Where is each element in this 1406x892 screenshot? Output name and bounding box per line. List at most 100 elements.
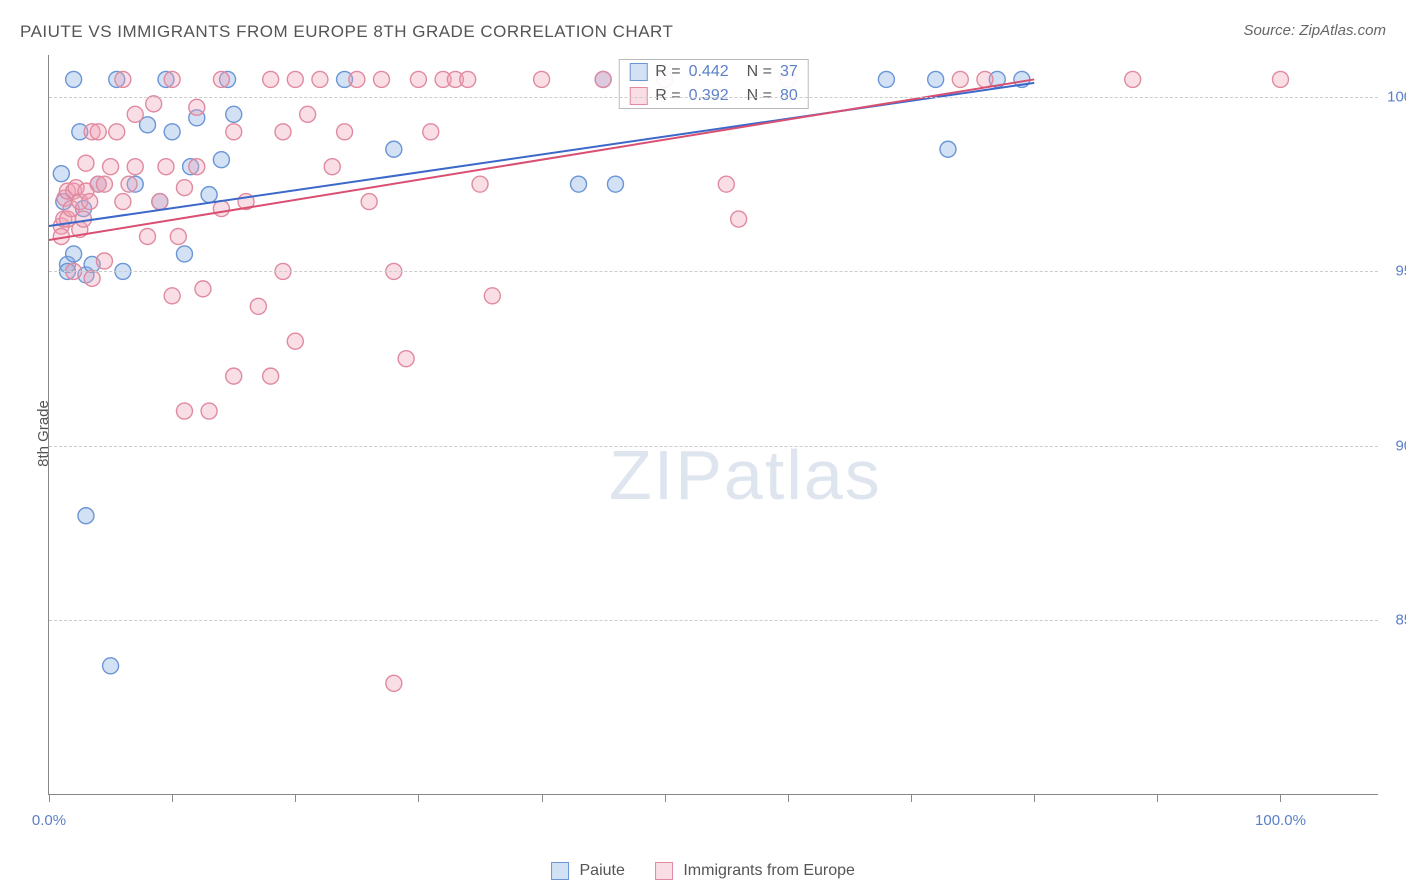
x-tick-label: 100.0% — [1255, 812, 1306, 829]
chart-svg — [49, 55, 1378, 794]
scatter-point — [1272, 71, 1288, 87]
legend-item: Immigrants from Europe — [655, 862, 855, 880]
scatter-point — [82, 194, 98, 210]
scatter-point — [300, 106, 316, 122]
scatter-point — [263, 71, 279, 87]
scatter-point — [571, 176, 587, 192]
scatter-point — [75, 211, 91, 227]
scatter-point — [146, 96, 162, 112]
y-tick-label: 85.0% — [1395, 612, 1406, 629]
scatter-point — [534, 71, 550, 87]
correlation-legend: R = 0.442 N = 37 R = 0.392 N = 80 — [618, 59, 809, 109]
scatter-point — [170, 229, 186, 245]
scatter-point — [127, 159, 143, 175]
legend-swatch-icon — [629, 63, 647, 81]
scatter-point — [189, 99, 205, 115]
scatter-point — [195, 281, 211, 297]
x-tick — [172, 794, 173, 802]
scatter-point — [213, 71, 229, 87]
scatter-point — [189, 159, 205, 175]
scatter-point — [324, 159, 340, 175]
gridline — [49, 97, 1378, 98]
y-tick-label: 95.0% — [1395, 263, 1406, 280]
scatter-point — [84, 270, 100, 286]
legend-n-label: N = — [747, 63, 772, 81]
scatter-point — [53, 166, 69, 182]
scatter-point — [312, 71, 328, 87]
scatter-point — [103, 159, 119, 175]
scatter-point — [90, 124, 106, 140]
x-tick — [911, 794, 912, 802]
scatter-point — [250, 298, 266, 314]
scatter-point — [940, 141, 956, 157]
legend-row: R = 0.442 N = 37 — [619, 60, 808, 84]
gridline — [49, 620, 1378, 621]
scatter-point — [140, 229, 156, 245]
scatter-point — [176, 403, 192, 419]
scatter-point — [213, 201, 229, 217]
scatter-point — [386, 675, 402, 691]
scatter-point — [121, 176, 137, 192]
scatter-point — [158, 159, 174, 175]
legend-n-value: 37 — [780, 63, 798, 81]
scatter-point — [977, 71, 993, 87]
scatter-point — [127, 106, 143, 122]
x-tick — [665, 794, 666, 802]
scatter-point — [213, 152, 229, 168]
scatter-point — [226, 106, 242, 122]
scatter-point — [103, 658, 119, 674]
scatter-point — [595, 71, 611, 87]
scatter-point — [1125, 71, 1141, 87]
scatter-point — [115, 71, 131, 87]
scatter-point — [718, 176, 734, 192]
scatter-point — [607, 176, 623, 192]
scatter-point — [96, 176, 112, 192]
x-tick — [49, 794, 50, 802]
x-tick — [295, 794, 296, 802]
gridline — [49, 446, 1378, 447]
scatter-point — [361, 194, 377, 210]
scatter-point — [66, 246, 82, 262]
scatter-point — [226, 368, 242, 384]
scatter-point — [201, 187, 217, 203]
scatter-point — [176, 180, 192, 196]
legend-label: Immigrants from Europe — [683, 862, 855, 879]
scatter-point — [263, 368, 279, 384]
legend-r-value: 0.442 — [689, 63, 729, 81]
scatter-point — [164, 71, 180, 87]
scatter-point — [164, 288, 180, 304]
scatter-point — [226, 124, 242, 140]
scatter-point — [878, 71, 894, 87]
scatter-point — [460, 71, 476, 87]
scatter-point — [374, 71, 390, 87]
x-tick — [418, 794, 419, 802]
x-tick — [542, 794, 543, 802]
legend-r-label: R = — [655, 63, 680, 81]
scatter-point — [287, 333, 303, 349]
x-tick-label: 0.0% — [32, 812, 66, 829]
scatter-point — [484, 288, 500, 304]
scatter-point — [78, 155, 94, 171]
scatter-point — [115, 194, 131, 210]
plot-area: ZIPatlas R = 0.442 N = 37 R = 0.392 N = … — [48, 55, 1378, 795]
scatter-point — [349, 71, 365, 87]
scatter-point — [66, 71, 82, 87]
x-tick — [1280, 794, 1281, 802]
legend-label: Paiute — [580, 862, 625, 879]
scatter-point — [164, 124, 180, 140]
legend-item: Paiute — [551, 862, 625, 880]
y-tick-label: 100.0% — [1387, 88, 1406, 105]
gridline — [49, 271, 1378, 272]
legend-swatch-icon — [655, 862, 673, 880]
scatter-point — [287, 71, 303, 87]
series-legend: Paiute Immigrants from Europe — [551, 862, 855, 880]
x-tick — [1034, 794, 1035, 802]
scatter-point — [78, 508, 94, 524]
scatter-point — [410, 71, 426, 87]
scatter-point — [398, 351, 414, 367]
y-tick-label: 90.0% — [1395, 437, 1406, 454]
x-tick — [1157, 794, 1158, 802]
scatter-point — [386, 141, 402, 157]
legend-swatch-icon — [551, 862, 569, 880]
scatter-point — [472, 176, 488, 192]
